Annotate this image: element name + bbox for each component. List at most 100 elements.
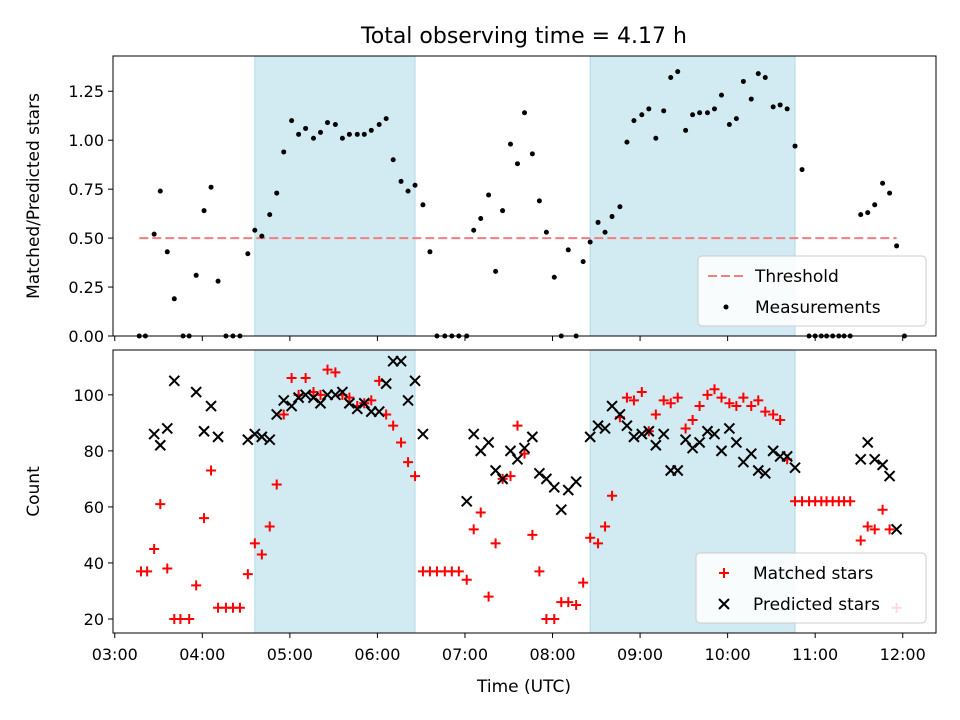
measurement-point	[777, 102, 783, 108]
measurement-point	[887, 190, 893, 196]
measurement-point	[151, 231, 157, 237]
predicted-star-point	[555, 504, 567, 516]
legend-box	[695, 552, 927, 624]
measurement-point	[522, 110, 527, 116]
measurement-point	[339, 135, 345, 141]
matched-star-point	[191, 580, 202, 591]
measurement-point	[405, 188, 411, 194]
matched-star-point	[746, 401, 757, 412]
measurement-point	[661, 108, 667, 114]
measurement-point	[683, 127, 689, 133]
matched-star-point	[490, 538, 501, 549]
predicted-star-point	[854, 453, 867, 465]
matched-star-point	[505, 471, 516, 482]
matched-star-point	[155, 499, 166, 510]
predicted-star-point	[701, 425, 714, 437]
measurement-point	[543, 229, 549, 235]
measurement-point	[690, 112, 696, 118]
measurement-point	[310, 135, 316, 141]
matched-star-point	[650, 409, 661, 420]
measurement-point	[289, 118, 295, 124]
measurement-point	[704, 110, 710, 116]
predicted-star-point	[417, 428, 429, 440]
legend: Threshold Measurements	[697, 255, 927, 327]
predicted-star-point	[380, 377, 392, 390]
predicted-star-point	[708, 428, 721, 440]
measurement-point	[697, 110, 703, 116]
matched-star-point	[403, 457, 414, 468]
measurement-point	[858, 212, 864, 218]
predicted-star-point	[548, 481, 560, 494]
predicted-star-point	[496, 473, 509, 485]
measurement-point	[201, 208, 207, 214]
measurement-point	[325, 120, 331, 126]
measurement-point	[580, 259, 586, 265]
predicted-star-point	[292, 391, 305, 404]
y-tick-label: 1.25	[68, 82, 104, 101]
matched-star-point	[593, 538, 604, 549]
measurement-point	[711, 106, 717, 112]
ratio-panel: 0.00 0.25 0.50 0.75 1.00 1.25 Matched/Predicte…	[24, 55, 937, 346]
measurement-point	[390, 157, 396, 163]
legend-label: Predicted stars	[753, 595, 880, 615]
matched-star-point	[256, 549, 267, 560]
predicted-star-point	[205, 400, 217, 412]
y-tick-label: 100	[73, 386, 104, 405]
predicted-star-point	[343, 397, 356, 409]
axes-frame	[112, 55, 937, 337]
measurement-point	[733, 116, 739, 122]
matched-star-point	[628, 395, 639, 406]
measurement-point	[587, 239, 593, 245]
measurement-point	[368, 127, 374, 133]
matched-star-point	[775, 415, 786, 426]
matched-star-point	[206, 465, 217, 476]
predicted-star-point	[518, 442, 531, 454]
predicted-star-point	[715, 445, 728, 457]
y-axis-label: Count	[24, 466, 44, 517]
measurement-point	[267, 212, 273, 218]
predicted-star-point	[621, 419, 633, 432]
x-tick-label: 08:00	[529, 645, 575, 664]
y-tick-label: 0.25	[68, 278, 104, 297]
measurement-point	[770, 104, 776, 110]
measurement-point	[259, 233, 265, 239]
predicted-star-point	[890, 523, 903, 536]
measurement-point	[157, 188, 163, 194]
predicted-star-point	[329, 389, 342, 401]
measurement-point	[762, 75, 768, 81]
matched-star-point	[286, 373, 297, 384]
matched-star-point	[884, 524, 895, 535]
matched-star-point	[753, 395, 764, 406]
measurement-point	[639, 112, 645, 118]
measurement-point	[493, 268, 499, 274]
measurement-point	[617, 204, 623, 210]
matched-star-point	[600, 521, 611, 532]
measurement-point	[346, 131, 352, 137]
matched-star-point	[738, 392, 749, 403]
matched-star-point	[512, 420, 523, 431]
measurement-point	[551, 274, 557, 280]
matched-star-point	[709, 384, 720, 395]
matched-star-point	[322, 364, 333, 375]
measurement-point	[478, 216, 484, 222]
measurement-point	[865, 210, 871, 216]
matched-star-point	[768, 409, 779, 420]
measurement-point	[500, 208, 506, 214]
predicted-star-point	[693, 436, 706, 449]
x-tick-label: 04:00	[179, 645, 225, 664]
matched-star-point	[344, 392, 355, 403]
matched-star-point	[855, 535, 866, 546]
measurement-point	[631, 118, 637, 124]
matched-star-point	[636, 387, 647, 398]
x-tick-label: 12:00	[880, 645, 926, 664]
matched-star-point	[199, 513, 210, 524]
measurement-point	[354, 131, 360, 137]
predicted-star-point	[271, 408, 283, 421]
y-tick-label: 1.00	[68, 131, 104, 150]
predicted-star-point	[723, 422, 736, 435]
count-panel: 20 40 60 80 100 03:00 04:00 05:00 06:00 07:00 08:0…	[24, 349, 937, 664]
measurement-point	[595, 219, 601, 225]
x-tick-label: 10:00	[705, 645, 751, 664]
predicted-star-point	[789, 461, 801, 474]
matched-star-point	[242, 569, 253, 580]
